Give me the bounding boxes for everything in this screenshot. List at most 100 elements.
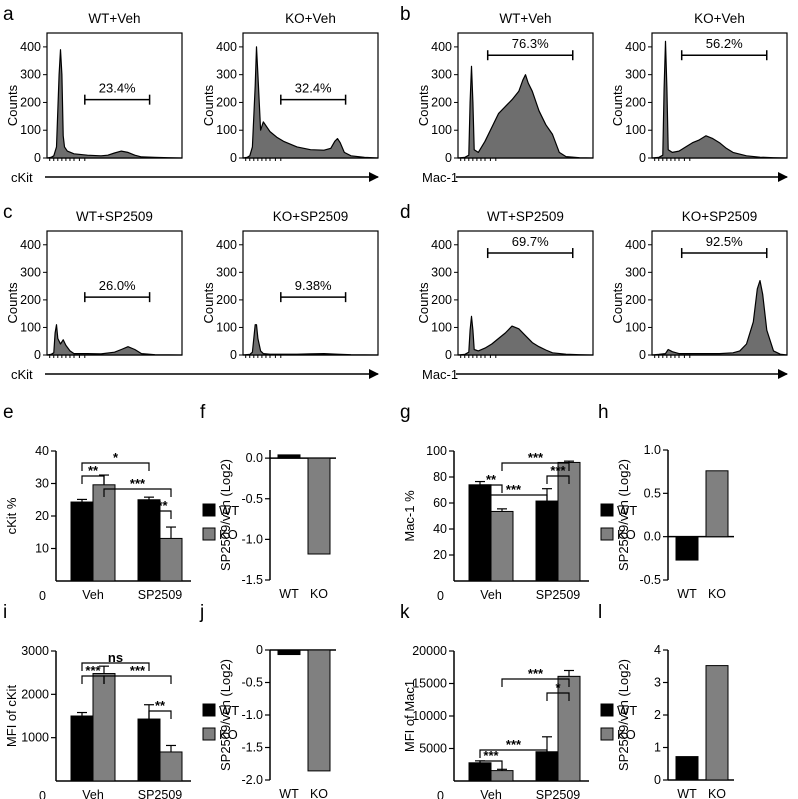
y-tick-label: 3000 (21, 644, 49, 658)
y-tick-label: 300 (20, 68, 41, 82)
histogram-layer: 0100200300400CountsWT+Veh23.4%cKit010020… (5, 11, 788, 382)
legend-swatch-ko (202, 727, 216, 741)
y-axis-label: MFI of cKit (4, 685, 19, 748)
significance-bracket (546, 692, 570, 701)
y-tick-label: 20 (433, 548, 447, 562)
bar-wt (277, 454, 301, 459)
x-tick-label: KO (708, 587, 726, 601)
bar-ko (705, 470, 729, 538)
y-tick-label: 5000 (419, 742, 447, 756)
y-tick-label: -0.5 (241, 492, 263, 506)
histogram-area (46, 324, 183, 356)
y-tick-label-zero: 0 (39, 589, 46, 603)
significance-bracket (501, 462, 570, 471)
histogram-c-ko-sp: 0 100 200 300 400 Counts KO+SP2509 9.38% (201, 209, 379, 362)
bar-ko (307, 649, 331, 772)
bar-wt (137, 718, 161, 782)
y-tick-label: 1 (654, 741, 661, 755)
x-tick-label: KO (310, 787, 328, 799)
y-tick-label: 80 (433, 470, 447, 484)
bar-ko (159, 751, 183, 782)
y-tick-label: 0 (639, 348, 646, 362)
y-tick-label: 300 (431, 265, 452, 279)
y-tick-label: -1.5 (241, 573, 263, 587)
bar-chart-k: 5000 10000 15000 20000 0 MFI of Mac1 Veh SP2509… (402, 644, 637, 799)
significance-label: *** (85, 663, 101, 678)
panel-label-f: f (200, 402, 206, 423)
legend-swatch-ko (600, 727, 614, 741)
y-tick-label: 200 (20, 293, 41, 307)
significance-label: *** (506, 737, 522, 752)
y-tick-label: 40 (433, 522, 447, 536)
y-tick-label: 200 (20, 95, 41, 109)
bar-ko (92, 673, 116, 782)
histogram-area (46, 49, 183, 159)
y-tick-label: 100 (216, 320, 237, 334)
legend-swatch-wt (202, 703, 216, 717)
y-tick-label: 100 (426, 444, 447, 458)
y-axis-label: Counts (610, 282, 625, 324)
histogram-title: WT+SP2509 (487, 209, 564, 224)
y-tick-label: -2.0 (241, 773, 263, 787)
histogram-title: WT+Veh (499, 11, 551, 26)
legend-swatch-ko (600, 527, 614, 541)
legend-label-wt: WT (219, 503, 239, 518)
y-tick-label: 200 (431, 293, 452, 307)
significance-bracket (81, 662, 150, 671)
histogram-area (242, 46, 379, 159)
y-tick-label: 300 (625, 68, 646, 82)
bar-ko (92, 484, 116, 582)
y-tick-label: -0.5 (241, 676, 263, 690)
bar-wt (277, 649, 301, 656)
bar-wt (535, 500, 559, 582)
panel-label-l: l (598, 602, 602, 623)
panel-label-k: k (400, 602, 410, 623)
y-tick-label: 2 (654, 708, 661, 722)
y-axis-label: Counts (201, 84, 216, 126)
y-tick-label: 40 (35, 444, 49, 458)
gate-percentage: 26.0% (99, 278, 136, 293)
y-tick-label: 1000 (21, 731, 49, 745)
y-tick-label: 0 (445, 151, 452, 165)
y-tick-label: 100 (20, 320, 41, 334)
y-tick-label: 100 (20, 123, 41, 137)
x-tick-label: Veh (82, 788, 104, 799)
histogram-c-wt-sp: 0 100 200 300 400 Counts WT+SP2509 26.0% cKit (5, 209, 379, 382)
y-tick-label: 2000 (21, 687, 49, 701)
panel-label-d: d (400, 202, 411, 223)
significance-bracket (103, 675, 172, 684)
y-axis-label: SP2509/veh (Log2) (616, 659, 631, 771)
bar-wt (675, 536, 699, 561)
bar-ko (159, 537, 183, 582)
y-tick-label: 0 (230, 348, 237, 362)
legend-label-ko: KO (219, 727, 238, 742)
x-tick-label: SP2509 (138, 588, 183, 602)
x-tick-label: KO (310, 587, 328, 601)
significance-bracket (103, 488, 172, 497)
y-tick-label: 4 (654, 643, 661, 657)
y-tick-label: 300 (20, 265, 41, 279)
y-tick-label: 60 (433, 496, 447, 510)
bar-wt (70, 715, 94, 782)
x-axis-label: Mac-1 (422, 170, 458, 185)
significance-label: *** (483, 748, 499, 763)
bar-wt (70, 501, 94, 582)
panel-label-c: c (3, 202, 13, 223)
legend-label-wt: WT (617, 503, 637, 518)
gate-percentage: 56.2% (706, 36, 743, 51)
y-tick-label: 200 (216, 293, 237, 307)
histogram-title: KO+Veh (285, 11, 336, 26)
panel-label-i: i (3, 602, 7, 623)
histogram-area (651, 280, 788, 356)
y-axis-label: MFI of Mac1 (402, 680, 417, 752)
y-tick-label: 200 (216, 95, 237, 109)
y-tick-label: 0 (639, 151, 646, 165)
legend-swatch-wt (600, 503, 614, 517)
significance-label: *** (550, 463, 566, 478)
significance-bracket (479, 749, 548, 758)
histogram-d-wt-sp: 0 100 200 300 400 Counts WT+SP2509 69.7% Mac-1 (416, 209, 788, 382)
legend-label-ko: KO (219, 527, 238, 542)
histogram-area (457, 315, 594, 356)
